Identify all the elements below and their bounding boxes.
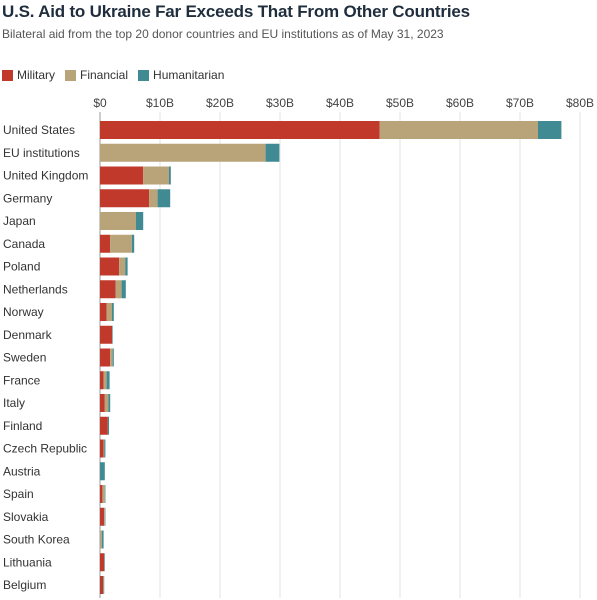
bar-segment-military (100, 576, 103, 594)
bar-segment-military (100, 485, 103, 503)
bar-segment-military (100, 371, 104, 390)
bar-segment-humanitarian (101, 530, 104, 549)
x-tick-label: $30B (266, 96, 294, 110)
category-label: Italy (3, 396, 25, 410)
category-label: Denmark (3, 328, 53, 342)
legend-label-military: Military (17, 68, 55, 82)
x-tick-label: $80B (566, 96, 594, 110)
category-label: Austria (3, 464, 41, 478)
category-label: Canada (3, 237, 45, 251)
chart-legend: Military Financial Humanitarian (2, 68, 234, 82)
category-label: Norway (3, 305, 44, 319)
bar-segment-humanitarian (265, 143, 280, 162)
bar-segment-military (100, 280, 116, 299)
bar-segment-financial (110, 234, 132, 253)
category-label: South Korea (3, 533, 70, 547)
bar-segment-humanitarian (125, 257, 128, 276)
legend-item-military: Military (2, 68, 55, 82)
bar-segment-financial (119, 257, 126, 276)
bar-segment-financial (100, 212, 136, 230)
category-label: Lithuania (3, 555, 52, 569)
bar-segment-financial (100, 143, 266, 162)
x-tick-label: $20B (206, 96, 234, 110)
bar-segment-military (100, 507, 105, 526)
category-label: Spain (3, 487, 34, 501)
category-label: France (3, 373, 41, 387)
bar-segment-military (100, 303, 107, 321)
x-tick-label: $10B (146, 96, 174, 110)
chart-title: U.S. Aid to Ukraine Far Exceeds That Fro… (2, 2, 470, 21)
category-label: Poland (3, 260, 40, 274)
category-label: EU institutions (3, 146, 80, 160)
bar-segment-humanitarian (100, 462, 105, 481)
category-label: Slovakia (3, 510, 49, 524)
bar-segment-humanitarian (169, 166, 171, 185)
bar-segment-military (100, 348, 111, 367)
bar-segment-financial (104, 507, 105, 526)
bar-segment-military (100, 416, 108, 435)
x-tick-label: $0 (93, 96, 107, 110)
x-tick-label: $50B (386, 96, 414, 110)
bar-segment-humanitarian (131, 234, 135, 253)
bar-segment-military (100, 166, 144, 185)
bar-segment-financial (103, 576, 104, 594)
category-label: Germany (3, 191, 52, 205)
category-label: United Kingdom (3, 169, 88, 183)
legend-label-financial: Financial (80, 68, 129, 82)
category-label: Czech Republic (3, 442, 87, 456)
category-label: Finland (3, 419, 42, 433)
bar-segment-military (100, 439, 104, 458)
bar-segment-financial (103, 439, 105, 458)
bar-segment-military (100, 325, 112, 344)
bar-segment-humanitarian (538, 121, 562, 139)
legend-swatch-humanitarian (138, 69, 150, 81)
bar-segment-humanitarian (104, 439, 106, 458)
category-label: Japan (3, 214, 36, 228)
bar-segment-military (100, 189, 150, 208)
bar-segment-financial (100, 530, 102, 549)
legend-swatch-financial (65, 69, 76, 81)
bar-segment-humanitarian (112, 348, 114, 367)
bar-segment-financial (143, 166, 169, 185)
x-tick-label: $40B (326, 96, 354, 110)
bar-segment-humanitarian (157, 189, 171, 208)
legend-label-humanitarian: Humanitarian (153, 68, 225, 82)
category-label: Belgium (3, 578, 46, 592)
bar-segment-humanitarian (104, 507, 106, 526)
legend-swatch-military (2, 69, 13, 81)
legend-item-humanitarian: Humanitarian (138, 68, 224, 82)
x-tick-label: $60B (446, 96, 474, 110)
bar-segment-financial (149, 189, 158, 208)
bar-segment-military (100, 121, 380, 139)
bar-segment-humanitarian (112, 325, 113, 344)
bar-segment-humanitarian (106, 371, 110, 390)
bar-segment-financial (103, 371, 107, 390)
bar-segment-humanitarian (103, 576, 105, 594)
bar-segment-military (100, 257, 120, 276)
bar-segment-humanitarian (108, 394, 111, 412)
category-label: United States (3, 123, 75, 137)
bar-segment-humanitarian (121, 280, 126, 299)
stacked-bar-chart: $0 $10B $20B $30B $40B $50B $60B $70B $80B United… (3, 96, 594, 598)
x-tick-label: $70B (506, 96, 534, 110)
bar-segment-military (100, 234, 111, 253)
bar-segment-humanitarian (107, 416, 109, 435)
bar-segment-financial (106, 303, 112, 321)
legend-item-financial: Financial (65, 68, 128, 82)
bar-segment-humanitarian (136, 212, 144, 230)
bar-segment-financial (115, 280, 122, 299)
bar-segment-financial (104, 394, 109, 412)
category-label: Netherlands (3, 282, 68, 296)
chart-subtitle: Bilateral aid from the top 20 donor coun… (2, 27, 444, 41)
category-label: Sweden (3, 351, 46, 365)
bar-segment-military (100, 553, 105, 572)
bar-segment-financial (102, 485, 105, 503)
bar-segment-financial (110, 348, 113, 367)
bar-segment-financial (379, 121, 538, 139)
bar-segment-military (100, 394, 105, 412)
bar-segment-humanitarian (112, 303, 114, 321)
bar-segment-humanitarian (104, 485, 106, 503)
bar-segment-humanitarian (104, 553, 105, 572)
